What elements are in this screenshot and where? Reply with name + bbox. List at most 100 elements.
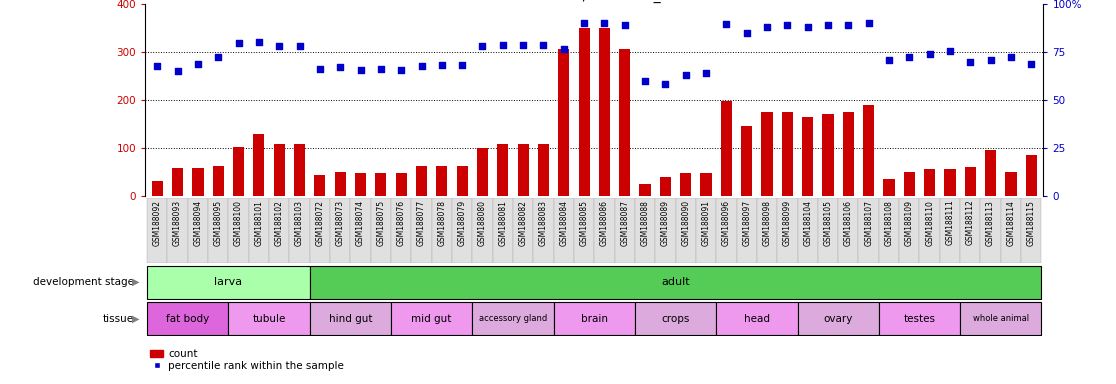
Bar (802, 117, 814, 196)
Bar (924, 169, 935, 196)
Point (575, 20, 593, 26)
Bar (878, 302, 960, 335)
Point (535, 41, 552, 48)
Bar (229, 302, 310, 335)
Bar (289, 198, 310, 263)
Bar (884, 179, 895, 196)
Point (250, 39, 268, 45)
Bar (432, 198, 452, 263)
Bar (294, 144, 305, 196)
Point (881, 57, 898, 63)
Text: GSM188078: GSM188078 (437, 200, 446, 246)
Text: GSM188106: GSM188106 (844, 200, 853, 246)
Bar (737, 198, 757, 263)
Point (799, 24, 817, 30)
Bar (964, 167, 975, 196)
Text: GSM188080: GSM188080 (478, 200, 487, 246)
Text: larva: larva (214, 277, 242, 287)
Text: brain: brain (580, 314, 608, 324)
Point (453, 62, 471, 68)
Point (230, 40, 248, 46)
Bar (249, 198, 269, 263)
Bar (843, 112, 854, 196)
Text: mid gut: mid gut (412, 314, 452, 324)
Text: GSM188073: GSM188073 (336, 200, 345, 246)
Point (779, 22, 797, 28)
Bar (208, 198, 229, 263)
Text: GSM188107: GSM188107 (864, 200, 873, 246)
Bar (899, 198, 920, 263)
Point (392, 67, 410, 73)
Title: GDS2784 / 1625989_at: GDS2784 / 1625989_at (513, 0, 675, 3)
Text: development stage: development stage (32, 277, 134, 287)
Point (352, 67, 369, 73)
Text: GSM188097: GSM188097 (742, 200, 751, 246)
Bar (335, 172, 346, 196)
Bar (940, 198, 960, 263)
Text: GSM188076: GSM188076 (396, 200, 406, 246)
Bar (213, 166, 224, 196)
Bar (371, 198, 391, 263)
Bar (655, 198, 675, 263)
Bar (675, 198, 696, 263)
Bar (878, 198, 899, 263)
Point (311, 66, 329, 72)
Text: fat body: fat body (166, 314, 210, 324)
Text: GSM188114: GSM188114 (1007, 200, 1016, 246)
Point (982, 57, 1000, 63)
Point (270, 43, 288, 49)
Text: GSM188082: GSM188082 (519, 200, 528, 246)
Bar (1001, 198, 1021, 263)
Text: GSM188109: GSM188109 (905, 200, 914, 246)
Bar (635, 302, 716, 335)
Text: GSM188074: GSM188074 (356, 200, 365, 246)
Point (210, 53, 228, 60)
Text: GSM188089: GSM188089 (661, 200, 670, 246)
Point (433, 62, 451, 68)
Text: GSM188103: GSM188103 (295, 200, 304, 246)
Text: GSM188100: GSM188100 (234, 200, 243, 246)
Bar (350, 198, 371, 263)
Text: GSM188105: GSM188105 (824, 200, 833, 246)
Bar (554, 198, 574, 263)
Bar (412, 198, 432, 263)
Point (189, 61, 206, 67)
Bar (635, 198, 655, 263)
Text: hind gut: hind gut (328, 314, 372, 324)
Bar (395, 173, 406, 196)
Bar (716, 198, 737, 263)
Text: GSM188115: GSM188115 (1027, 200, 1036, 246)
Text: GSM188094: GSM188094 (193, 200, 202, 246)
Point (839, 22, 857, 28)
Point (901, 53, 918, 60)
Bar (838, 198, 858, 263)
Point (596, 20, 614, 26)
Bar (1006, 172, 1017, 196)
Bar (310, 266, 1041, 299)
Point (698, 70, 715, 76)
Text: GSM188086: GSM188086 (600, 200, 609, 246)
Point (1002, 53, 1020, 60)
Text: tubule: tubule (252, 314, 286, 324)
Bar (818, 198, 838, 263)
Bar (147, 198, 167, 263)
Bar (391, 198, 412, 263)
Bar (187, 198, 208, 263)
Bar (782, 112, 793, 196)
Bar (375, 173, 386, 196)
Point (331, 64, 349, 70)
Bar (777, 198, 798, 263)
Bar (513, 198, 533, 263)
Text: tissue: tissue (103, 314, 134, 324)
Point (169, 68, 186, 74)
Bar (741, 126, 752, 196)
Text: GSM188072: GSM188072 (316, 200, 325, 246)
Bar (619, 50, 631, 196)
Bar (944, 169, 955, 196)
Point (514, 41, 532, 48)
Bar (147, 302, 229, 335)
Bar (518, 144, 529, 196)
Point (676, 72, 694, 78)
Text: GSM188079: GSM188079 (458, 200, 466, 246)
Text: GSM188110: GSM188110 (925, 200, 934, 246)
